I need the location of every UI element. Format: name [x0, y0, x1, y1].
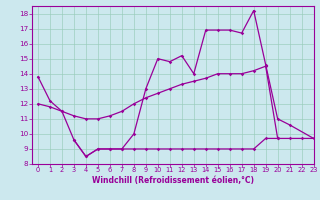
X-axis label: Windchill (Refroidissement éolien,°C): Windchill (Refroidissement éolien,°C) [92, 176, 254, 185]
